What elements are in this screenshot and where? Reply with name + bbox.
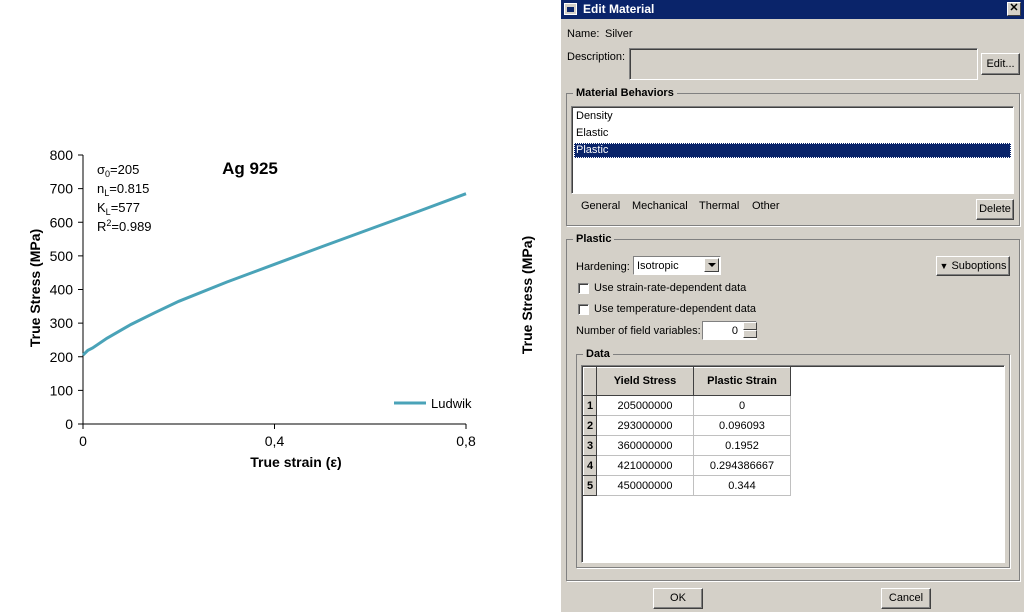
name-value: Silver xyxy=(605,28,633,40)
chart-title: Ag 925 xyxy=(222,159,278,178)
y-tick-label: 600 xyxy=(50,214,74,230)
y-tick-label: 200 xyxy=(50,349,74,365)
row-number[interactable]: 1 xyxy=(583,395,597,416)
annotation-kl: KL=577 xyxy=(97,200,140,217)
annotation-sigma0: σ0=205 xyxy=(97,162,139,179)
y-tick-label: 800 xyxy=(50,147,74,163)
cell-yield[interactable]: 360000000 xyxy=(596,435,694,456)
table-row: 1 205000000 0 xyxy=(583,395,791,416)
name-label: Name: xyxy=(567,28,600,40)
close-icon[interactable]: ✕ xyxy=(1007,2,1021,16)
behavior-elastic[interactable]: Elastic xyxy=(576,127,609,139)
edit-description-button[interactable]: Edit... xyxy=(981,53,1020,75)
menu-general[interactable]: General xyxy=(581,200,621,212)
table-corner xyxy=(583,367,597,396)
data-group xyxy=(576,354,1010,568)
menu-mechanical[interactable]: Mechanical xyxy=(632,200,688,212)
header-yield-stress[interactable]: Yield Stress xyxy=(596,367,694,396)
cell-yield[interactable]: 293000000 xyxy=(596,415,694,436)
table-row: 2 293000000 0.096093 xyxy=(583,415,791,436)
x-tick-label: 0,4 xyxy=(265,433,285,449)
data-table[interactable]: Yield Stress Plastic Strain 1 205000000 … xyxy=(583,367,791,496)
strain-rate-label: Use strain-rate-dependent data xyxy=(594,282,747,294)
spin-up-icon[interactable] xyxy=(743,322,757,330)
cell-yield[interactable]: 205000000 xyxy=(596,395,694,416)
table-row: 4 421000000 0.294386667 xyxy=(583,455,791,476)
ok-button[interactable]: OK xyxy=(653,588,703,609)
annotation-r2: R2=0.989 xyxy=(97,218,152,234)
edit-material-dialog: Edit Material ✕ Name: Silver Description… xyxy=(561,0,1024,612)
row-number[interactable]: 3 xyxy=(583,435,597,456)
legend-label-ludwik: Ludwik xyxy=(431,396,472,411)
behaviors-list[interactable]: Density Elastic Plastic xyxy=(571,106,1014,194)
y-tick-label: 0 xyxy=(65,416,73,432)
temperature-checkbox[interactable] xyxy=(578,304,589,315)
title-bar: Edit Material ✕ xyxy=(561,0,1024,19)
x-tick-label: 0,8 xyxy=(456,433,476,449)
x-tick-label: 0 xyxy=(79,433,87,449)
chart-svg: 0 100 200 300 400 500 600 700 800 0 0,4 0,8 Ag 925… xyxy=(27,147,535,470)
y-tick-label: 300 xyxy=(50,315,74,331)
material-behaviors-group xyxy=(566,93,1020,226)
material-behaviors-title: Material Behaviors xyxy=(573,87,677,99)
field-vars-value: 0 xyxy=(731,325,738,337)
spin-down-icon[interactable] xyxy=(743,330,757,338)
hardening-value: Isotropic xyxy=(637,260,679,272)
series-line-ludwik xyxy=(81,192,467,357)
delete-button[interactable]: Delete xyxy=(976,199,1014,220)
menu-thermal[interactable]: Thermal xyxy=(699,200,740,212)
cell-yield[interactable]: 421000000 xyxy=(596,455,694,476)
suboptions-label: Suboptions xyxy=(951,260,1007,272)
chevron-down-icon[interactable] xyxy=(704,258,719,272)
plastic-title: Plastic xyxy=(573,233,615,245)
stress-strain-chart: 0 100 200 300 400 500 600 700 800 0 0,4 0,8 Ag 925… xyxy=(27,147,535,470)
cell-strain[interactable]: 0 xyxy=(693,395,791,416)
y-tick-label: 500 xyxy=(50,248,74,264)
description-label: Description: xyxy=(567,51,626,63)
behavior-plastic[interactable]: Plastic xyxy=(574,143,1011,158)
cell-strain[interactable]: 0.1952 xyxy=(693,435,791,456)
menu-other[interactable]: Other xyxy=(752,200,780,212)
y-tick-label: 700 xyxy=(50,181,74,197)
behaviors-menu-bar: General Mechanical Thermal Other xyxy=(571,198,971,220)
y-tick-label: 400 xyxy=(50,282,74,298)
row-number[interactable]: 4 xyxy=(583,455,597,476)
x-axis-title: True strain (ε) xyxy=(250,454,341,470)
plastic-group xyxy=(566,239,1020,581)
table-header-row: Yield Stress Plastic Strain xyxy=(583,367,791,396)
table-row: 3 360000000 0.1952 xyxy=(583,435,791,456)
annotation-nl: nL=0.815 xyxy=(97,181,149,198)
temperature-label: Use temperature-dependent data xyxy=(594,303,757,315)
field-vars-label: Number of field variables: xyxy=(576,325,701,337)
cell-yield[interactable]: 450000000 xyxy=(596,475,694,496)
row-number[interactable]: 2 xyxy=(583,415,597,436)
cell-strain[interactable]: 0.096093 xyxy=(693,415,791,436)
cell-strain[interactable]: 0.344 xyxy=(693,475,791,496)
row-number[interactable]: 5 xyxy=(583,475,597,496)
behavior-density[interactable]: Density xyxy=(576,110,613,122)
strain-rate-checkbox[interactable] xyxy=(578,283,589,294)
outer-y-axis-title: True Stress (MPa) xyxy=(519,236,535,354)
hardening-select[interactable]: Isotropic xyxy=(633,256,721,275)
window-icon xyxy=(564,3,577,15)
table-row: 5 450000000 0.344 xyxy=(583,475,791,496)
cancel-button[interactable]: Cancel xyxy=(881,588,931,609)
y-axis-title: True Stress (MPa) xyxy=(27,229,43,347)
window-title: Edit Material xyxy=(583,2,655,16)
description-field[interactable] xyxy=(629,48,978,80)
y-tick-label: 100 xyxy=(50,382,74,398)
data-title: Data xyxy=(583,348,613,360)
suboptions-button[interactable]: ▼ Suboptions xyxy=(936,256,1010,276)
triangle-down-icon: ▼ xyxy=(939,261,949,271)
cell-strain[interactable]: 0.294386667 xyxy=(693,455,791,476)
hardening-label: Hardening: xyxy=(576,261,630,273)
header-plastic-strain[interactable]: Plastic Strain xyxy=(693,367,791,396)
